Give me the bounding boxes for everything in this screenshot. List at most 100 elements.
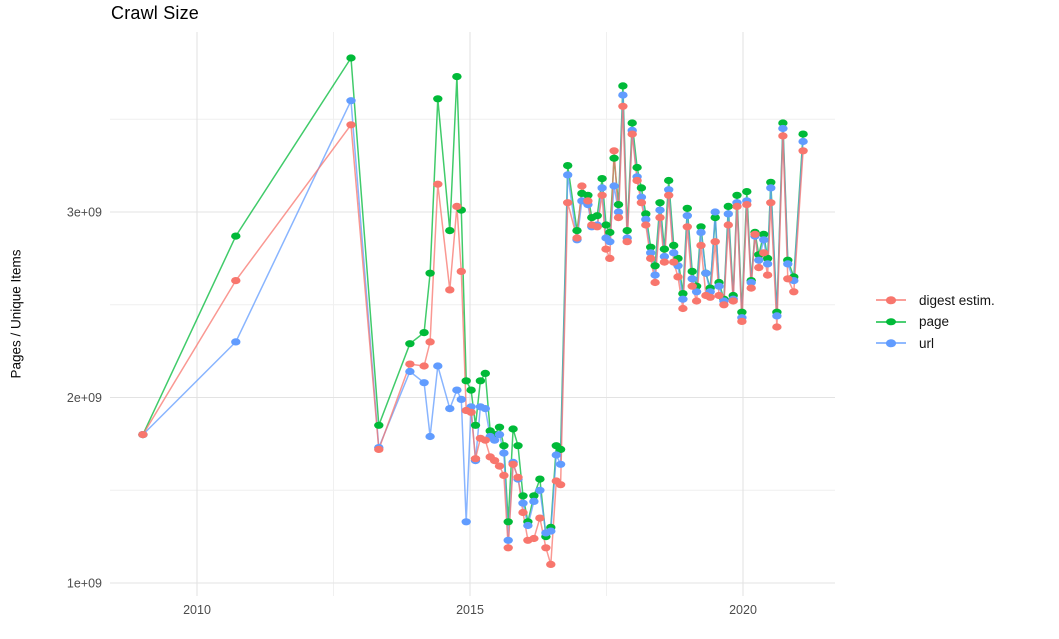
legend: digest estim. page url — [876, 292, 995, 352]
data-point — [737, 317, 747, 325]
series-points-digest-estim — [138, 102, 808, 569]
data-point — [518, 508, 528, 517]
data-point — [723, 202, 733, 210]
data-point — [613, 201, 624, 209]
data-point — [489, 457, 500, 465]
x-tick-label: 2015 — [456, 603, 484, 617]
data-point — [346, 121, 356, 129]
data-point — [650, 278, 660, 287]
data-point — [766, 178, 776, 186]
data-point — [659, 258, 670, 266]
data-point — [687, 275, 697, 283]
data-point — [778, 124, 788, 133]
y-tick-label: 3e+09 — [67, 206, 102, 220]
data-point — [555, 460, 566, 468]
data-point — [742, 201, 752, 209]
data-point — [480, 405, 490, 413]
data-point — [710, 214, 720, 222]
data-point — [632, 176, 642, 185]
data-point — [405, 360, 415, 368]
data-point — [701, 269, 711, 277]
data-point — [445, 286, 455, 294]
data-point — [789, 288, 799, 296]
x-tick-label: 2020 — [729, 603, 757, 617]
data-point — [641, 210, 651, 218]
data-point — [772, 312, 782, 320]
data-point — [687, 267, 697, 275]
data-point — [456, 267, 466, 275]
data-point — [719, 301, 729, 309]
data-point — [678, 304, 688, 313]
data-point — [546, 527, 556, 535]
data-point — [762, 260, 773, 268]
data-point — [551, 451, 561, 459]
data-point — [646, 254, 656, 262]
data-point — [563, 171, 573, 179]
data-point — [601, 245, 611, 253]
data-point — [592, 212, 602, 220]
data-point — [691, 297, 702, 305]
data-point — [613, 208, 624, 216]
data-point — [433, 180, 443, 188]
data-point — [470, 421, 481, 429]
data-point — [772, 323, 782, 331]
data-point — [555, 481, 566, 489]
data-point — [778, 119, 788, 127]
data-point — [678, 295, 688, 303]
data-point — [696, 228, 706, 236]
data-point — [655, 199, 665, 207]
data-point — [669, 241, 679, 249]
data-point — [766, 184, 776, 192]
data-point — [783, 275, 793, 283]
data-point — [452, 73, 462, 81]
data-point — [513, 442, 523, 450]
data-point — [746, 284, 756, 292]
data-point — [466, 386, 476, 394]
data-point — [609, 147, 619, 155]
data-point — [535, 486, 545, 494]
data-point — [546, 560, 556, 569]
data-point — [669, 249, 679, 257]
data-point — [419, 379, 429, 387]
data-point — [636, 193, 647, 201]
data-point — [452, 202, 462, 210]
data-point — [650, 262, 660, 270]
data-point — [659, 252, 670, 261]
data-point — [466, 408, 476, 416]
data-point — [503, 518, 513, 526]
data-point — [583, 191, 593, 199]
data-point — [405, 340, 415, 348]
data-point — [754, 256, 764, 264]
data-point — [766, 199, 776, 207]
data-point — [346, 54, 356, 62]
data-point — [798, 137, 808, 146]
data-point — [503, 536, 513, 544]
chart-title: Crawl Size — [111, 3, 200, 23]
legend-item-page: page — [876, 314, 995, 331]
data-point — [618, 102, 628, 110]
data-point — [494, 423, 505, 431]
data-point — [636, 199, 647, 207]
data-point — [759, 249, 769, 257]
data-point — [705, 293, 715, 301]
data-point — [597, 191, 607, 199]
data-point — [461, 377, 471, 385]
data-point — [572, 227, 582, 235]
data-point — [646, 249, 656, 257]
data-point — [503, 544, 513, 552]
data-point — [518, 499, 528, 507]
data-point — [759, 236, 769, 244]
legend-label: url — [919, 335, 935, 351]
data-point — [641, 221, 651, 229]
data-point — [475, 377, 486, 385]
data-point — [759, 230, 769, 238]
data-point — [798, 147, 808, 155]
data-point — [737, 308, 747, 316]
series-line-url — [142, 94, 804, 542]
data-point — [723, 210, 733, 218]
data-point — [682, 212, 692, 220]
data-point — [572, 234, 582, 242]
data-point — [563, 162, 573, 170]
data-point — [535, 514, 545, 522]
